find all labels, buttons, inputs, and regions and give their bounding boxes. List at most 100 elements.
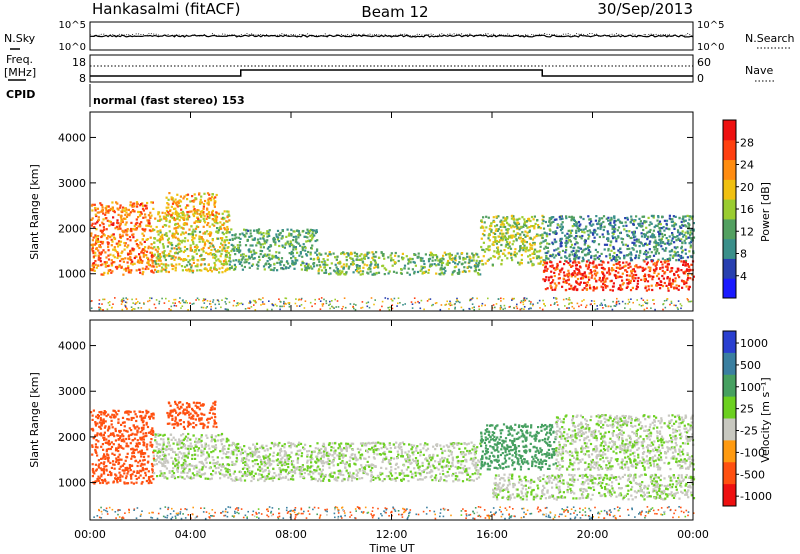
power-scatter-cell xyxy=(680,226,683,229)
power-scatter-cell xyxy=(136,203,139,206)
power-scatter-cell xyxy=(308,266,311,269)
power-scatter-cell xyxy=(131,247,134,250)
power-scatter-clutter xyxy=(388,308,391,311)
power-scatter-cell xyxy=(222,246,225,249)
power-scatter-cell xyxy=(220,262,223,266)
cpid-row: CPID normal (fast stereo) 153 xyxy=(6,84,245,107)
power-scatter-cell xyxy=(657,277,661,280)
power-scatter-cell xyxy=(584,239,587,242)
power-scatter-cell xyxy=(655,261,659,264)
power-scatter-cell xyxy=(314,251,317,254)
power-scatter-cell xyxy=(281,229,284,233)
power-scatter-cell xyxy=(538,226,541,229)
vel-scatter-cell xyxy=(207,421,210,424)
vel-scatter-cell xyxy=(175,411,178,414)
power-scatter-cell xyxy=(517,226,520,229)
ytick-label: 3000 xyxy=(58,177,86,190)
vel-scatter-cell xyxy=(136,464,139,468)
power-scatter-cell xyxy=(668,217,671,220)
vel-scatter-cell xyxy=(198,468,201,471)
vel-scatter-cell xyxy=(208,417,211,420)
power-scatter-cell xyxy=(665,284,668,287)
power-scatter-cell xyxy=(688,215,691,218)
power-scatter-cell xyxy=(222,260,226,263)
power-scatter-cell xyxy=(668,279,671,282)
power-scatter-cell xyxy=(127,208,130,211)
vel-scatter-cell xyxy=(185,406,189,409)
power-scatter-cell xyxy=(290,233,293,236)
power-scatter-clutter xyxy=(459,301,461,304)
vel-scatter-cell xyxy=(92,470,95,473)
vel-scatter-cell xyxy=(136,445,140,448)
power-scatter-cell xyxy=(200,214,203,218)
vel-scatter-cell xyxy=(101,443,104,446)
power-scatter-cell xyxy=(207,203,210,206)
power-scatter-cell xyxy=(250,235,253,238)
vel-scatter-cell xyxy=(130,429,133,432)
power-scatter-cell xyxy=(677,254,680,257)
power-scatter-cell xyxy=(497,252,500,255)
vel-scatter-cell xyxy=(151,444,154,447)
power-scatter-cell xyxy=(607,270,610,273)
power-scatter-cell xyxy=(686,274,690,277)
vel-scatter-cell xyxy=(139,430,142,434)
power-scatter-cell xyxy=(447,259,450,263)
power-scatter-cell xyxy=(604,280,607,283)
power-scatter-cell xyxy=(499,225,502,228)
vel-scatter-cell xyxy=(145,468,148,471)
power-scatter-cell xyxy=(180,216,183,219)
power-scatter-clutter xyxy=(615,303,618,306)
power-scatter-cell xyxy=(542,219,545,222)
power-scatter-cell xyxy=(159,259,162,262)
power-scatter-cell xyxy=(480,245,483,249)
vel-scatter-cell xyxy=(225,456,228,459)
power-scatter-cell xyxy=(422,260,425,263)
power-scatter-cell xyxy=(175,229,178,232)
power-scatter-cell xyxy=(490,224,493,228)
power-scatter-cell xyxy=(182,223,185,226)
power-scatter-clutter xyxy=(460,306,463,309)
power-scatter-cell xyxy=(204,221,207,224)
power-scatter-cell xyxy=(304,249,307,252)
power-colorbar-tick-label: 16 xyxy=(740,203,754,216)
power-scatter-cell xyxy=(193,199,196,202)
power-scatter-cell xyxy=(522,242,525,245)
power-scatter-cell xyxy=(626,270,629,273)
power-scatter-cell xyxy=(239,237,242,240)
vel-scatter-cell xyxy=(110,432,113,435)
power-scatter-clutter xyxy=(323,298,325,301)
power-scatter-cell xyxy=(583,248,586,251)
power-scatter-cell xyxy=(570,250,573,253)
vel-scatter-cell xyxy=(110,441,113,444)
vel-scatter-cell xyxy=(128,464,131,467)
vel-scatter-cell xyxy=(145,421,148,424)
power-scatter-cell xyxy=(557,224,560,227)
power-scatter-cell xyxy=(225,262,229,266)
vel-scatter-cell xyxy=(142,416,145,419)
power-scatter-cell xyxy=(610,279,613,282)
power-scatter-cell xyxy=(496,248,500,252)
power-scatter-clutter xyxy=(296,305,298,307)
power-scatter-cell xyxy=(656,248,659,251)
power-scatter-cell xyxy=(194,230,197,233)
power-scatter-cell xyxy=(569,246,572,249)
power-scatter-cell xyxy=(189,249,192,252)
power-scatter-cell xyxy=(556,226,559,229)
power-scatter-cell xyxy=(184,206,188,209)
power-scatter-cell xyxy=(469,256,472,259)
power-scatter-cell xyxy=(174,252,177,255)
vel-scatter-cell xyxy=(102,455,105,458)
power-scatter-clutter xyxy=(180,307,182,309)
vel-scatter-cell xyxy=(214,448,217,451)
vel-scatter-cell xyxy=(175,421,178,424)
power-scatter-cell xyxy=(601,271,604,274)
power-scatter-cell xyxy=(168,225,171,228)
power-scatter-clutter xyxy=(440,304,443,306)
power-scatter-cell xyxy=(676,235,679,238)
power-scatter-clutter xyxy=(690,300,693,303)
power-scatter-cell xyxy=(305,240,308,243)
power-scatter-cell xyxy=(666,276,669,279)
power-scatter-cell xyxy=(496,246,500,249)
power-scatter-cell xyxy=(595,266,598,269)
power-scatter-cell xyxy=(172,264,175,268)
